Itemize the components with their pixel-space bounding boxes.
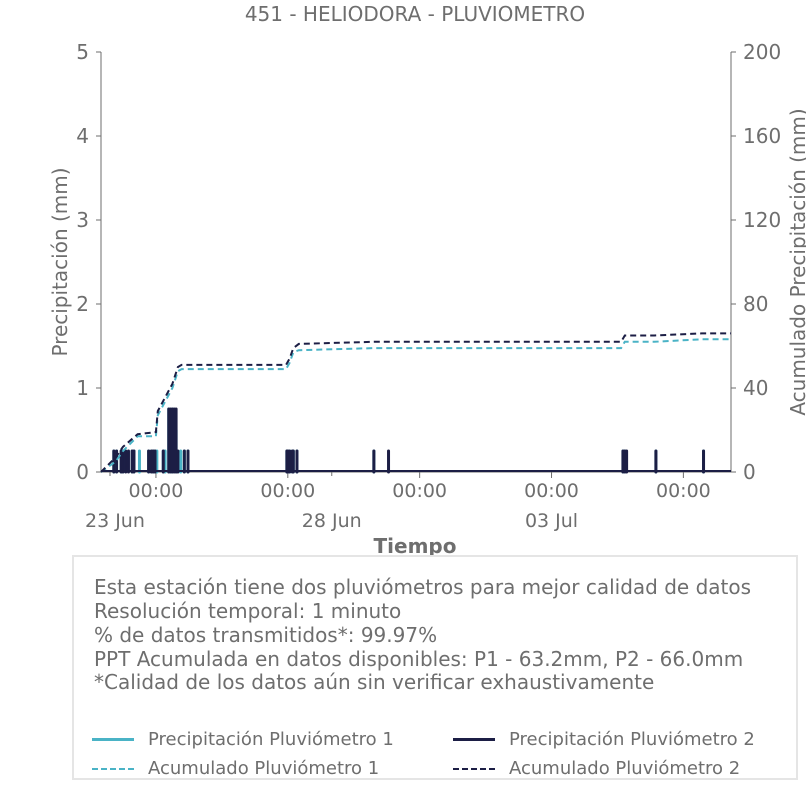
series-accumulated-lines (100, 332, 731, 473)
x-tick-label: 00:00 (260, 480, 315, 502)
rainfall-chart: 451 - HELIODORA - PLUVIOMETRO 0 1 2 3 4 5 0 40 8… (48, 2, 806, 558)
series-p1-bars (112, 407, 706, 474)
legend-label: Precipitación Pluviómetro 1 (148, 729, 394, 750)
line-accumulated-p1 (100, 338, 731, 473)
y-axis-right-label: Acumulado Precipitación (mm) (786, 108, 806, 415)
series-p2-bars (112, 407, 706, 474)
x-tick-label: 00:00 (524, 480, 579, 502)
y-left-tick-label: 2 (76, 292, 89, 316)
y-axis-left-label: Precipitación (mm) (48, 167, 72, 356)
info-line-accumulated: PPT Acumulada en datos disponibles: P1 -… (94, 647, 744, 671)
info-line-transmitted: % de datos transmitidos*: 99.97% (94, 623, 438, 647)
legend-item-p2-precip: Precipitación Pluviómetro 2 (453, 729, 755, 750)
y-right-tick-label: 80 (743, 292, 768, 316)
info-line-quality: *Calidad de los datos aún sin verificar … (94, 670, 655, 694)
x-date-label: 03 Jul (525, 510, 578, 532)
x-tick-label: 00:00 (392, 480, 447, 502)
info-box: Esta estación tiene dos pluviómetros par… (72, 555, 798, 780)
legend-swatch-p2-dashed (453, 767, 495, 770)
y-left-tick-label: 0 (76, 460, 89, 484)
y-left-tick-label: 1 (76, 376, 89, 400)
info-line-stations: Esta estación tiene dos pluviómetros par… (94, 575, 752, 599)
chart-title: 451 - HELIODORA - PLUVIOMETRO (245, 2, 585, 26)
y-right-tick-label: 120 (743, 208, 781, 232)
x-tick-label: 00:00 (129, 480, 184, 502)
y-right-tick-label: 0 (743, 460, 756, 484)
legend-swatch-p2-solid (453, 738, 495, 741)
y-left-tick-label: 4 (76, 124, 89, 148)
legend-item-p1-precip: Precipitación Pluviómetro 1 (92, 729, 394, 750)
tick-labels: 0 1 2 3 4 5 0 40 80 120 160 200 00:00 23 Jun 00:00 00:0… (76, 40, 781, 532)
legend-label: Precipitación Pluviómetro 2 (509, 729, 755, 750)
axes (96, 51, 736, 478)
legend-item-p1-accum: Acumulado Pluviómetro 1 (92, 758, 379, 779)
legend-swatch-p1-solid (92, 738, 134, 741)
x-date-label: 28 Jun (302, 510, 362, 532)
y-left-tick-label: 5 (76, 40, 89, 64)
x-date-label: 23 Jun (85, 510, 145, 532)
y-right-tick-label: 40 (743, 376, 768, 400)
x-axis-label: Tiempo (374, 534, 457, 558)
y-right-tick-label: 200 (743, 40, 781, 64)
line-accumulated-p2 (100, 332, 731, 473)
info-line-resolution: Resolución temporal: 1 minuto (94, 599, 402, 623)
legend-item-p2-accum: Acumulado Pluviómetro 2 (453, 758, 740, 779)
y-left-tick-label: 3 (76, 208, 89, 232)
x-tick-label: 00:00 (656, 480, 711, 502)
legend-swatch-p1-dashed (92, 767, 134, 770)
legend-label: Acumulado Pluviómetro 2 (509, 758, 741, 779)
y-right-tick-label: 160 (743, 124, 781, 148)
legend-label: Acumulado Pluviómetro 1 (148, 758, 380, 779)
